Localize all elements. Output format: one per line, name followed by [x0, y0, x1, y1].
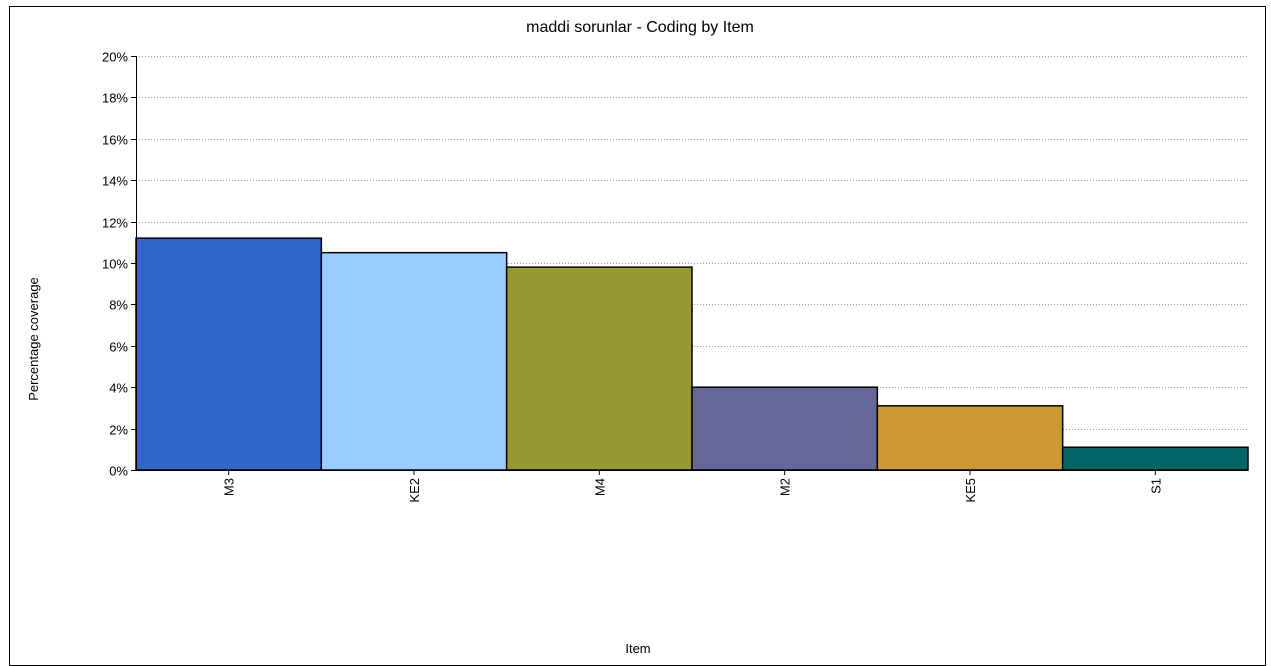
bars [135, 237, 1249, 471]
y-tick-label: 8% [109, 298, 128, 313]
x-axis-label: Item [625, 641, 650, 656]
y-axis-ticks: 0% 2% 4% 6% 8% 10% 12% 14% 16% 18% 20% [102, 50, 136, 479]
x-axis-ticks: M3 KE2 M4 M2 KE5 S1 [222, 470, 1163, 503]
x-tick-label: M2 [778, 478, 793, 496]
y-tick-label: 20% [102, 50, 128, 65]
y-tick-label: 12% [102, 216, 128, 231]
bar-m2 [691, 386, 879, 471]
bar-ke2 [320, 251, 508, 471]
x-tick-label: KE5 [963, 478, 978, 503]
y-tick-label: 16% [102, 133, 128, 148]
bar-s1 [1061, 446, 1249, 471]
chart-title: maddi sorunlar - Coding by Item [526, 19, 754, 36]
y-tick-label: 14% [102, 174, 128, 189]
x-tick-label: M4 [592, 478, 607, 496]
y-tick-label: 4% [109, 381, 128, 396]
y-tick-label: 10% [102, 257, 128, 272]
x-tick-label: M3 [222, 478, 237, 496]
y-tick-label: 18% [102, 91, 128, 106]
bar-m4 [505, 266, 693, 471]
x-tick-label: S1 [1148, 478, 1163, 494]
bar-ke5 [876, 405, 1064, 471]
y-axis-label: Percentage coverage [26, 277, 41, 401]
y-tick-label: 6% [109, 340, 128, 355]
y-tick-label: 0% [109, 464, 128, 479]
bar-m3 [135, 237, 323, 471]
y-tick-label: 2% [109, 423, 128, 438]
x-tick-label: KE2 [407, 478, 422, 503]
